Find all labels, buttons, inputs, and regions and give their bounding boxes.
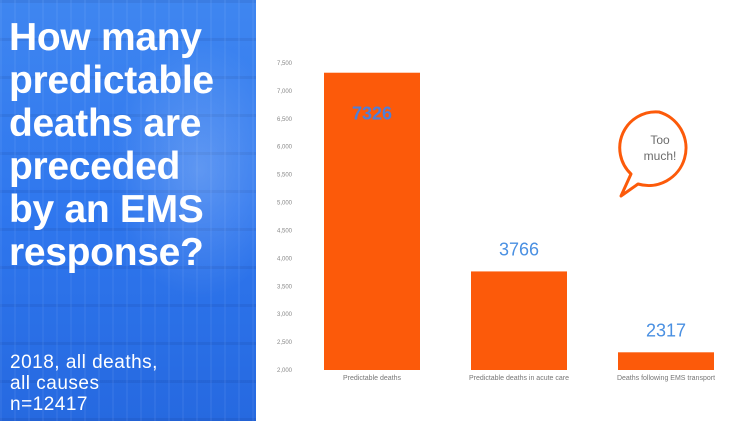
speech-bubble: Too much! xyxy=(618,110,688,198)
speech-bubble-line: much! xyxy=(644,149,677,163)
y-tick-label: 4,000 xyxy=(277,256,293,262)
y-tick-label: 7,500 xyxy=(277,61,293,67)
background-glow xyxy=(110,40,256,300)
bar xyxy=(471,271,567,370)
data-label: 3766 xyxy=(499,239,539,259)
data-label: 7326 xyxy=(352,104,392,124)
y-tick-label: 6,500 xyxy=(277,117,293,123)
y-tick-label: 2,500 xyxy=(277,340,293,346)
chart-svg: 2,000 2,500 3,000 3,500 4,000 4,500 5,000 5,500… xyxy=(277,61,715,382)
y-axis: 2,000 2,500 3,000 3,500 4,000 4,500 5,000 5,500… xyxy=(277,61,293,374)
bookshelf-background xyxy=(0,0,256,421)
category-label: Predictable deaths xyxy=(343,375,401,382)
y-tick-label: 7,000 xyxy=(277,89,293,95)
speech-bubble-line: Too xyxy=(650,133,670,147)
bar-chart: 2,000 2,500 3,000 3,500 4,000 4,500 5,000 5,500… xyxy=(256,0,749,421)
y-tick-label: 4,500 xyxy=(277,228,293,234)
data-label: 2317 xyxy=(646,320,686,340)
bar xyxy=(618,352,714,370)
category-labels: Predictable deaths Predictable deaths in … xyxy=(343,375,715,382)
y-tick-label: 3,500 xyxy=(277,284,293,290)
speech-bubble-text: Too much! xyxy=(644,133,677,163)
y-tick-label: 3,000 xyxy=(277,312,293,318)
bars xyxy=(324,72,714,370)
y-tick-label: 2,000 xyxy=(277,368,293,374)
title-panel: How many predictable deaths are preceded… xyxy=(0,0,256,421)
y-tick-label: 5,000 xyxy=(277,201,293,207)
category-label: Predictable deaths in acute care xyxy=(469,375,569,382)
y-tick-label: 5,500 xyxy=(277,173,293,179)
bar xyxy=(324,72,420,370)
slide-note: 2018, all deaths, all causes n=12417 xyxy=(10,352,158,415)
y-tick-label: 6,000 xyxy=(277,145,293,151)
slide-question: How many predictable deaths are preceded… xyxy=(9,16,214,274)
speech-bubble-shape xyxy=(618,110,688,198)
data-labels: 7326 3766 2317 xyxy=(352,104,686,341)
category-label: Deaths following EMS transport xyxy=(617,375,715,382)
